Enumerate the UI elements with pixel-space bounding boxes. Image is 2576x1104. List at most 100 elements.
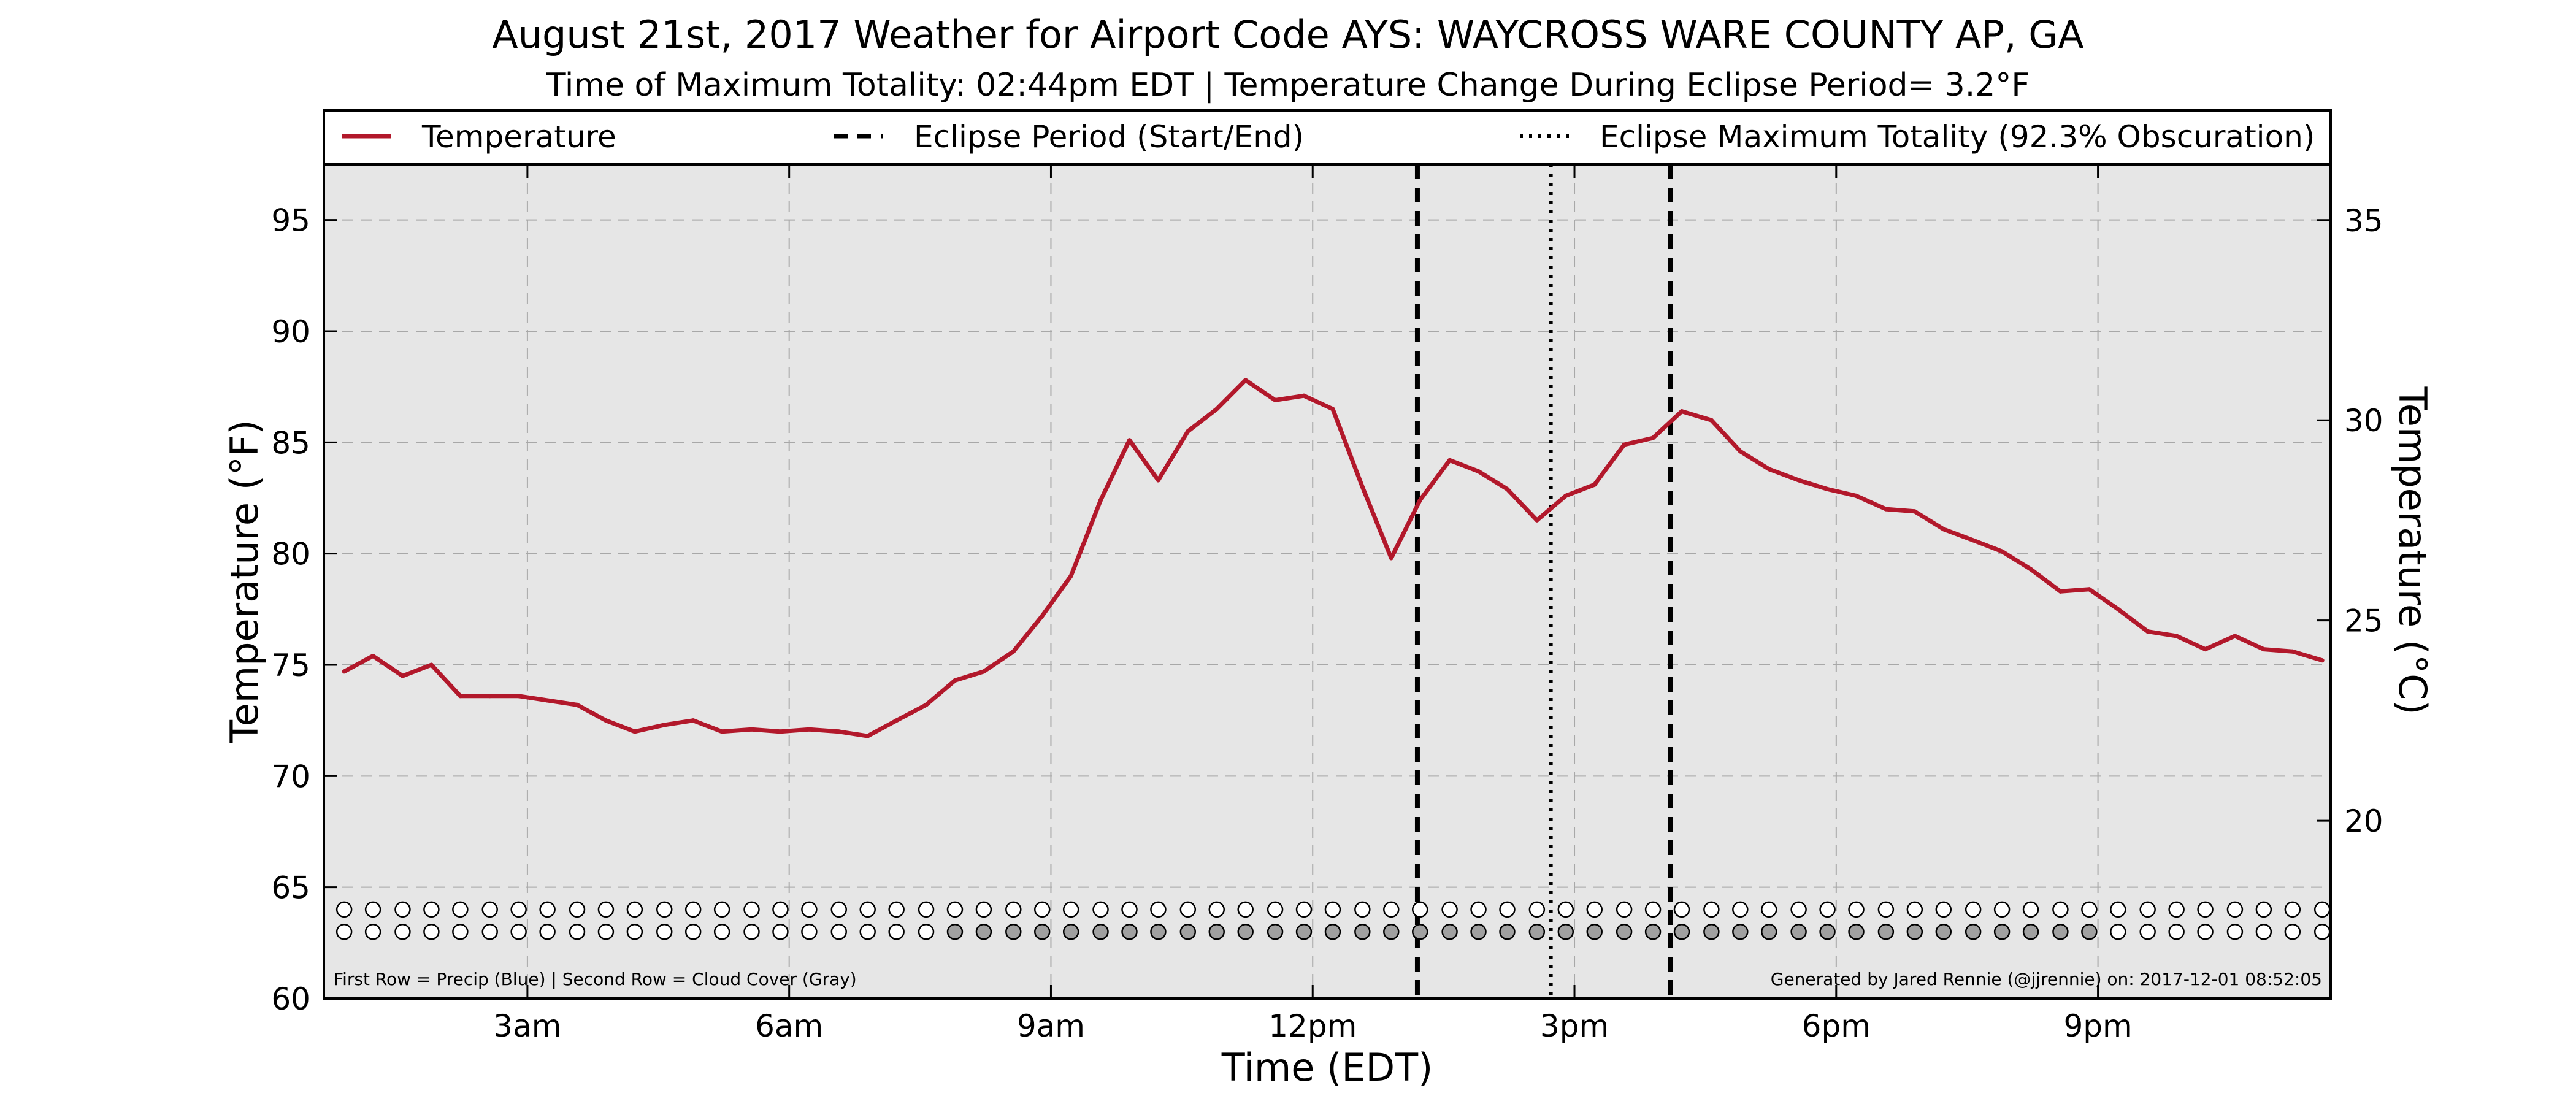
temperature-point [924, 702, 929, 707]
temperature-point [837, 729, 841, 734]
cloud-cover-marker [1150, 923, 1167, 940]
y-right-tick-label: 25 [2344, 604, 2383, 639]
precip-marker [1267, 901, 1284, 918]
y-tick-label: 95 [271, 203, 310, 239]
cloud-cover-marker [1906, 923, 1923, 940]
temperature-point [1563, 493, 1568, 498]
temperature-point [1186, 429, 1190, 434]
precip-marker [539, 901, 556, 918]
y-axis-left-label: Temperature (°F) [222, 420, 267, 743]
precip-marker [1237, 901, 1254, 918]
temperature-point [1330, 407, 1335, 412]
precip-marker [2168, 901, 2185, 918]
x-tick-label: 6pm [1802, 1008, 1871, 1044]
cloud-cover-marker [888, 923, 905, 940]
temperature-point [1243, 378, 1248, 383]
cloud-cover-marker [2081, 923, 2098, 940]
cloud-cover-marker [1295, 923, 1313, 940]
temperature-point [1709, 418, 1714, 423]
cloud-cover-marker [2197, 923, 2214, 940]
cloud-cover-marker [2052, 923, 2069, 940]
x-axis-label: Time (EDT) [1221, 1045, 1433, 1090]
cloud-cover-marker [1993, 923, 2011, 940]
temperature-point [1999, 549, 2004, 554]
precip-marker [1092, 901, 1109, 918]
precip-marker [1411, 901, 1428, 918]
cloud-cover-marker [452, 923, 469, 940]
cloud-cover-marker [626, 923, 643, 940]
precip-marker [1005, 901, 1022, 918]
temperature-point [1214, 407, 1219, 412]
temperature-point [1535, 518, 1539, 523]
series-layer [342, 378, 2325, 738]
cloud-cover-marker [2284, 923, 2301, 940]
precip-marker [452, 901, 469, 918]
precip-marker [1703, 901, 1720, 918]
precip-marker [2022, 901, 2039, 918]
cloud-cover-marker [1703, 923, 1720, 940]
precip-marker [713, 901, 730, 918]
plot-frame [323, 163, 2332, 1000]
footnote-left: First Row = Precip (Blue) | Second Row =… [334, 969, 857, 989]
temperature-point [370, 653, 375, 658]
cloud-cover-marker [1616, 923, 1633, 940]
cloud-cover-marker [743, 923, 760, 940]
cloud-cover-marker [1383, 923, 1400, 940]
precip-marker [2110, 901, 2126, 918]
y-tick-label: 70 [271, 759, 310, 794]
temperature-point [1854, 493, 1859, 498]
precip-marker [1062, 901, 1079, 918]
precip-marker [2284, 901, 2301, 918]
cloud-cover-marker [1557, 923, 1574, 940]
precip-marker [1819, 901, 1836, 918]
cloud-cover-marker [713, 923, 730, 940]
temperature-point [575, 702, 580, 707]
temperature-point [1301, 393, 1306, 398]
x-tick-label: 9pm [2063, 1008, 2132, 1044]
cloud-cover-marker [1848, 923, 1865, 940]
precip-marker [1441, 901, 1458, 918]
precip-marker [1354, 901, 1371, 918]
cloud-cover-marker [1528, 923, 1546, 940]
temperature-point [1068, 573, 1073, 578]
temperature-point [516, 694, 521, 699]
precip-marker [1848, 901, 1865, 918]
y-tick-label: 75 [271, 648, 310, 683]
temperature-point [1417, 498, 1422, 503]
cloud-cover-marker [1441, 923, 1458, 940]
y-tick-label: 60 [271, 981, 310, 1017]
cloud-cover-marker [569, 923, 586, 940]
cloud-cover-marker [1092, 923, 1109, 940]
cloud-cover-marker [2022, 923, 2039, 940]
y-tick-label: 80 [271, 537, 310, 572]
cloud-cover-marker [1790, 923, 1807, 940]
precip-marker [1673, 901, 1690, 918]
cloud-cover-marker [1644, 923, 1662, 940]
precip-marker [1993, 901, 2011, 918]
precip-marker [2139, 901, 2156, 918]
y-tick-label: 65 [271, 870, 310, 906]
temperature-point [1156, 478, 1160, 483]
precip-marker [1586, 901, 1603, 918]
precip-marker [772, 901, 789, 918]
cloud-cover-marker [1354, 923, 1371, 940]
cloud-cover-marker [1237, 923, 1254, 940]
legend-temperature-label: Temperature [421, 119, 616, 155]
temperature-point [2028, 567, 2033, 572]
temperature-point [1040, 613, 1045, 618]
cloud-cover-marker [772, 923, 789, 940]
temperature-point [2203, 647, 2208, 652]
temperature-point [604, 718, 608, 723]
cloud-cover-marker [2139, 923, 2156, 940]
precip-marker [830, 901, 848, 918]
eclipse-lines [1414, 164, 1673, 999]
precip-marker [335, 901, 353, 918]
precip-marker [2052, 901, 2069, 918]
temperature-point [953, 678, 957, 683]
temperature-point [488, 694, 493, 699]
temperature-point [1389, 556, 1393, 561]
precip-marker [946, 901, 964, 918]
cloud-cover-marker [1586, 923, 1603, 940]
x-tick-label: 9am [1017, 1008, 1085, 1044]
precip-marker [394, 901, 411, 918]
